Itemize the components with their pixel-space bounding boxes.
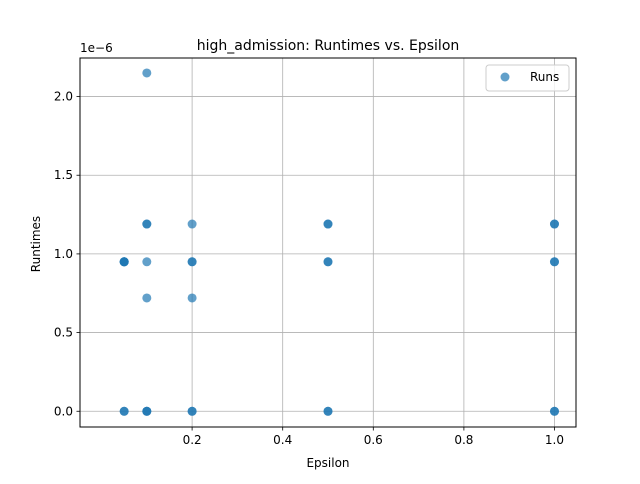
scatter-point: [323, 219, 333, 229]
y-tick-label: 0.0: [54, 404, 73, 418]
scatter-point: [119, 257, 129, 267]
scatter-point: [187, 219, 197, 229]
legend: Runs: [485, 64, 570, 92]
scatter-point: [142, 219, 152, 229]
y-axis-label: Runtimes: [29, 216, 43, 272]
plot-frame: [79, 57, 577, 428]
x-tick-label: 0.4: [273, 433, 292, 447]
x-tick-label: 1.0: [545, 433, 564, 447]
x-tick-label: 0.2: [183, 433, 202, 447]
y-axis-ticks: 0.0 0.5 1.0 1.5 2.0: [54, 90, 80, 418]
y-tick-label: 0.5: [54, 326, 73, 340]
scatter-point: [142, 293, 152, 303]
y-axis-offset-label: 1e−6: [80, 41, 113, 55]
chart-title: high_admission: Runtimes vs. Epsilon: [197, 38, 460, 54]
scatter-point: [187, 257, 197, 267]
x-tick-label: 0.6: [364, 433, 383, 447]
data-points: [119, 68, 559, 416]
x-tick-label: 0.8: [454, 433, 473, 447]
scatter-point: [187, 293, 197, 303]
scatter-point: [323, 406, 333, 416]
scatter-point: [142, 257, 152, 267]
legend-marker: [500, 72, 510, 82]
scatter-point: [549, 219, 559, 229]
y-tick-label: 1.5: [54, 168, 73, 182]
scatter-point: [142, 406, 152, 416]
scatter-point: [549, 406, 559, 416]
scatter-point: [187, 406, 197, 416]
legend-label: Runs: [530, 70, 559, 84]
x-axis-ticks: 0.2 0.4 0.6 0.8 1.0: [183, 427, 564, 447]
y-tick-label: 2.0: [54, 90, 73, 104]
scatter-point: [323, 257, 333, 267]
y-tick-label: 1.0: [54, 247, 73, 261]
scatter-point: [119, 406, 129, 416]
legend-box: [485, 64, 570, 92]
scatter-point: [549, 257, 559, 267]
scatter-point: [142, 68, 152, 78]
x-axis-label: Epsilon: [306, 456, 349, 470]
